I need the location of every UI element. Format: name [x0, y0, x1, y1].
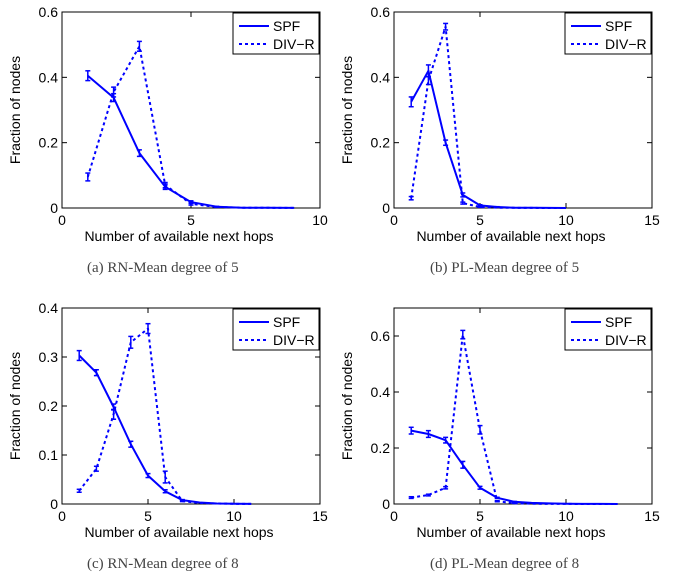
x-axis-label: Number of available next hops: [416, 228, 605, 244]
x-tick-label: 0: [58, 212, 66, 228]
y-tick-label: 0: [50, 200, 58, 216]
legend-box: [232, 308, 320, 351]
x-tick-label: 10: [558, 508, 574, 524]
series-line-spf: [410, 69, 567, 209]
y-axis-label: Fraction of nodes: [7, 56, 23, 164]
y-tick-label: 0.4: [371, 69, 391, 85]
y-tick-label: 0.2: [39, 135, 59, 151]
legend-box: [564, 308, 652, 351]
x-tick-label: 15: [644, 508, 660, 524]
legend-label: DIV−R: [605, 36, 647, 52]
y-axis-label: Fraction of nodes: [339, 56, 355, 164]
x-tick-label: 10: [312, 212, 328, 228]
x-tick-label: 0: [390, 212, 398, 228]
caption-c: (c) RN-Mean degree of 8: [87, 556, 239, 572]
y-tick-label: 0: [382, 200, 390, 216]
series-line-div-r: [411, 333, 618, 505]
y-tick-label: 0.6: [39, 4, 59, 20]
x-tick-label: 5: [144, 508, 152, 524]
y-tick-label: 0.6: [371, 4, 391, 20]
caption-d: (d) PL-Mean degree of 8: [430, 556, 580, 572]
caption-a: (a) RN-Mean degree of 5: [87, 260, 239, 276]
chart-0: 0 5 10 0 0.2 0.4 0.6 Number of available next h…: [7, 4, 328, 244]
legend-label: DIV−R: [273, 36, 315, 52]
caption-b: (b) PL-Mean degree of 5: [430, 260, 580, 276]
y-tick-label: 0.1: [39, 447, 59, 463]
y-tick-label: 0.2: [371, 440, 391, 456]
series-line-spf: [87, 74, 295, 209]
chart-1: 0 5 10 15 0 0.2 0.4 0.6 Number of available next…: [339, 4, 660, 244]
legend-label: SPF: [273, 18, 300, 34]
x-tick-label: 0: [58, 508, 66, 524]
legend-label: SPF: [605, 18, 632, 34]
x-tick-label: 15: [644, 212, 660, 228]
y-tick-label: 0.2: [39, 398, 59, 414]
x-axis-label: Number of available next hops: [84, 524, 273, 540]
legend-label: SPF: [605, 314, 632, 330]
x-axis-label: Number of available next hops: [84, 228, 273, 244]
y-tick-label: 0: [382, 496, 390, 512]
y-tick-label: 0.4: [371, 384, 391, 400]
x-tick-label: 5: [187, 212, 195, 228]
series-line-spf: [411, 429, 618, 505]
x-tick-label: 10: [558, 212, 574, 228]
x-tick-label: 10: [226, 508, 242, 524]
y-tick-label: 0.2: [371, 135, 391, 151]
y-axis-label: Fraction of nodes: [7, 352, 23, 460]
chart-3: 0 5 10 15 0 0.2 0.4 0.6 Number of available next…: [339, 307, 660, 540]
y-tick-label: 0.3: [39, 349, 59, 365]
legend-label: DIV−R: [273, 332, 315, 348]
chart-2: 0 5 10 15 0 0.1 0.2 0.3 0.4 Number of available n…: [7, 300, 328, 540]
y-tick-label: 0.4: [39, 300, 59, 316]
series-line-div-r: [86, 45, 295, 209]
x-tick-label: 15: [312, 508, 328, 524]
y-tick-label: 0.4: [39, 69, 59, 85]
y-tick-label: 0.6: [371, 328, 391, 344]
legend-label: DIV−R: [605, 332, 647, 348]
legend-label: SPF: [273, 314, 300, 330]
y-tick-label: 0: [50, 496, 58, 512]
x-tick-label: 0: [390, 508, 398, 524]
series-line-div-r: [410, 25, 566, 209]
x-tick-label: 5: [476, 212, 484, 228]
x-tick-label: 5: [476, 508, 484, 524]
legend-box: [564, 12, 652, 55]
x-axis-label: Number of available next hops: [416, 524, 605, 540]
legend-box: [232, 12, 320, 55]
y-axis-label: Fraction of nodes: [339, 352, 355, 460]
